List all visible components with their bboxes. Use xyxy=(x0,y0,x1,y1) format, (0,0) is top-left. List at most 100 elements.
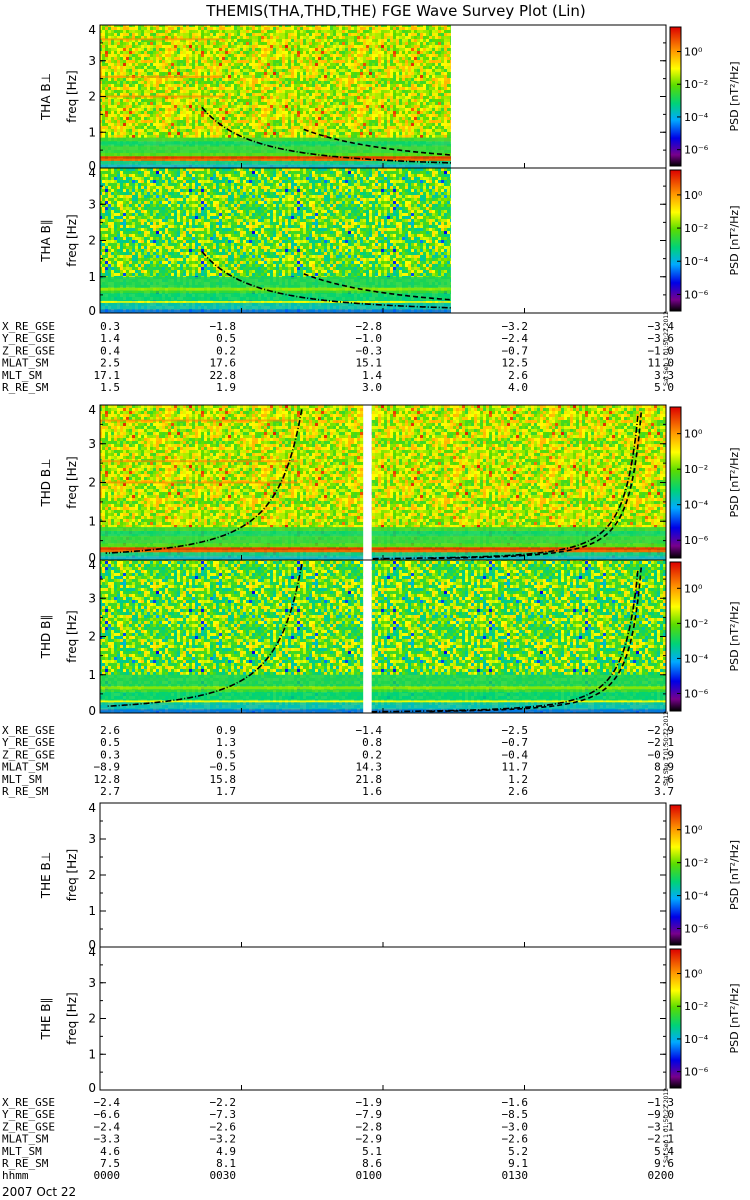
colorbar-tick-label: 10⁰ xyxy=(684,428,703,441)
colorbar-tick-label: 10⁻⁶ xyxy=(684,144,709,157)
frequency-band xyxy=(100,527,666,531)
frequency-streak xyxy=(100,419,299,422)
frequency-band xyxy=(100,156,451,159)
y-tick-label: 2 xyxy=(88,90,96,104)
ephemeris-value: 0.3 xyxy=(100,748,120,761)
frequency-band xyxy=(100,702,666,705)
y-tick-label: 4 xyxy=(88,945,96,959)
ephemeris-row-label: X_RE_GSE xyxy=(2,1096,55,1109)
fce-curve-dashdot xyxy=(201,250,451,309)
ephemeris-row-label: R_RE_SM xyxy=(2,381,49,394)
ephemeris-value: 0.5 xyxy=(100,736,120,749)
generation-stamp: Sat Sep 1 01:50:22 2012 xyxy=(663,1088,670,1163)
ephemeris-value: 9.1 xyxy=(508,1157,528,1170)
frequency-band xyxy=(100,686,666,690)
ephemeris-value: −2.6 xyxy=(502,1133,529,1146)
frequency-band xyxy=(100,691,666,701)
ephemeris-value: −2.4 xyxy=(94,1120,121,1133)
colorbar-tick-label: 10⁻⁶ xyxy=(684,534,709,547)
ephemeris-value: 11.0 xyxy=(648,357,675,370)
frequency-band xyxy=(100,293,451,302)
ephemeris-value: −7.9 xyxy=(356,1108,383,1121)
colorbar-tick-label: 10⁻² xyxy=(684,857,708,870)
frequency-band xyxy=(100,276,451,288)
frequency-band xyxy=(100,309,451,313)
panel-thd-bpar: 0 1 2 3 4 THD B∥ freq [Hz] 10⁰ 10⁻² 10⁻⁴ 10⁻⁶ PSD [… xyxy=(39,558,741,786)
fce-curve-dashed xyxy=(303,128,452,156)
ephemeris-value: 2.7 xyxy=(100,785,120,798)
fce-curve-dashed xyxy=(303,273,452,301)
y-tick-label: 0 xyxy=(88,938,96,952)
colorbar-tick-label: 10⁻⁴ xyxy=(684,652,709,665)
ephemeris-value: −9.0 xyxy=(648,1108,675,1121)
colorbar-tick-label: 10⁻⁴ xyxy=(684,1033,709,1046)
y-tick-label: 0 xyxy=(88,1081,96,1095)
ephemeris-value: 0.4 xyxy=(100,344,120,357)
colorbar-tick-label: 10⁻⁴ xyxy=(684,890,709,903)
y-axis-label: freq [Hz] xyxy=(65,992,79,1044)
colorbar-tick-label: 10⁻² xyxy=(684,1000,708,1013)
colorbar-tick-label: 10⁻⁴ xyxy=(684,111,709,124)
ephemeris-value: −7.3 xyxy=(210,1108,237,1121)
time-tick-label: 0100 xyxy=(356,1169,383,1182)
frequency-streak xyxy=(100,460,299,463)
y-tick-label: 2 xyxy=(88,234,96,248)
frequency-band xyxy=(100,152,451,157)
ephemeris-value: −6.6 xyxy=(94,1108,121,1121)
ephemeris-row-label: MLAT_SM xyxy=(2,1133,49,1146)
generation-stamp: Sat Sep 1 01:50:22 2012 xyxy=(663,311,670,386)
y-tick-label: 3 xyxy=(88,976,96,990)
ephemeris-value: −3.1 xyxy=(648,1120,675,1133)
ephemeris-value: −0.5 xyxy=(210,761,237,774)
fce-curve-dashdot xyxy=(201,106,451,164)
y-tick-label: 0 xyxy=(88,304,96,318)
colorbar-tick-label: 10⁻² xyxy=(684,463,708,476)
ephemeris-value: 17.6 xyxy=(210,357,237,370)
fce-curve-dashed xyxy=(428,567,642,713)
time-tick-label: 0200 xyxy=(648,1169,675,1182)
colorbar xyxy=(669,948,682,1089)
ephemeris-value: 0.2 xyxy=(362,748,382,761)
ephemeris-row-label: MLT_SM xyxy=(2,773,42,786)
time-tick-label: 0030 xyxy=(210,1169,237,1182)
y-tick-label: 2 xyxy=(88,868,96,882)
frequency-band xyxy=(100,700,666,703)
fce-curve-left xyxy=(105,564,303,708)
ephemeris-value: −1.3 xyxy=(648,1096,675,1109)
ephemeris-value: −2.2 xyxy=(210,1096,237,1109)
ephemeris-value: 8.6 xyxy=(362,1157,382,1170)
ephemeris-value: −8.9 xyxy=(94,761,121,774)
ephemeris-value: 4.9 xyxy=(216,1145,236,1158)
y-tick-label: 4 xyxy=(88,403,96,417)
frequency-band xyxy=(100,145,451,153)
panel-frame xyxy=(99,802,667,948)
y-tick-label: 2 xyxy=(88,1012,96,1026)
frequency-band xyxy=(100,530,666,536)
panel-the-bperp: 0 1 2 3 4 THE B⊥ freq [Hz] 10⁰ 10⁻² 10⁻⁴ 10⁻⁶ PSD [… xyxy=(39,801,741,952)
y-tick-label: 4 xyxy=(88,23,96,37)
data-gap xyxy=(363,405,372,560)
ephemeris-value: −2.8 xyxy=(356,320,383,333)
colorbar-tick-label: 10⁻⁶ xyxy=(684,1066,709,1079)
ephemeris-value: 4.6 xyxy=(100,1145,120,1158)
y-tick-label: 3 xyxy=(88,832,96,846)
panel-name: THA B∥ xyxy=(39,219,53,263)
colorbar-tick-label: 10⁻⁶ xyxy=(684,923,709,936)
ephemeris-value: 5.0 xyxy=(654,381,674,394)
ephemeris-value: −2.9 xyxy=(356,1133,383,1146)
ephemeris-value: 12.8 xyxy=(94,773,121,786)
ephemeris-value: −3.2 xyxy=(210,1133,237,1146)
ephemeris-value: −2.8 xyxy=(356,1120,383,1133)
frequency-band xyxy=(100,305,451,310)
ephemeris-row-label: Y_RE_GSE xyxy=(2,332,55,345)
ephemeris-row-label: MLAT_SM xyxy=(2,761,49,774)
ephemeris-value: 3.3 xyxy=(654,369,674,382)
y-axis-label: freq [Hz] xyxy=(65,456,79,508)
frequency-streak xyxy=(100,481,299,484)
ephemeris-value: 1.9 xyxy=(216,381,236,394)
ephemeris-value: 15.1 xyxy=(356,357,383,370)
ephemeris-value: 3.0 xyxy=(362,381,382,394)
colorbar-tick-label: 10⁰ xyxy=(684,824,703,837)
colorbar-label: PSD [nT²/Hz] xyxy=(728,840,741,910)
